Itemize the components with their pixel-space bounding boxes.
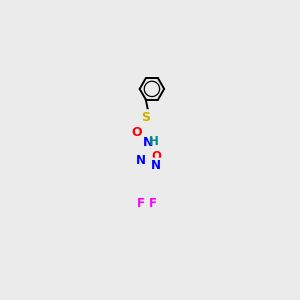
Text: H: H — [149, 135, 159, 148]
Text: F: F — [149, 197, 157, 210]
Text: N: N — [143, 136, 154, 148]
Text: N: N — [151, 159, 161, 172]
Text: N: N — [136, 154, 146, 167]
Text: O: O — [151, 149, 161, 163]
Text: O: O — [131, 126, 142, 140]
Text: F: F — [137, 197, 145, 210]
Text: S: S — [141, 111, 150, 124]
